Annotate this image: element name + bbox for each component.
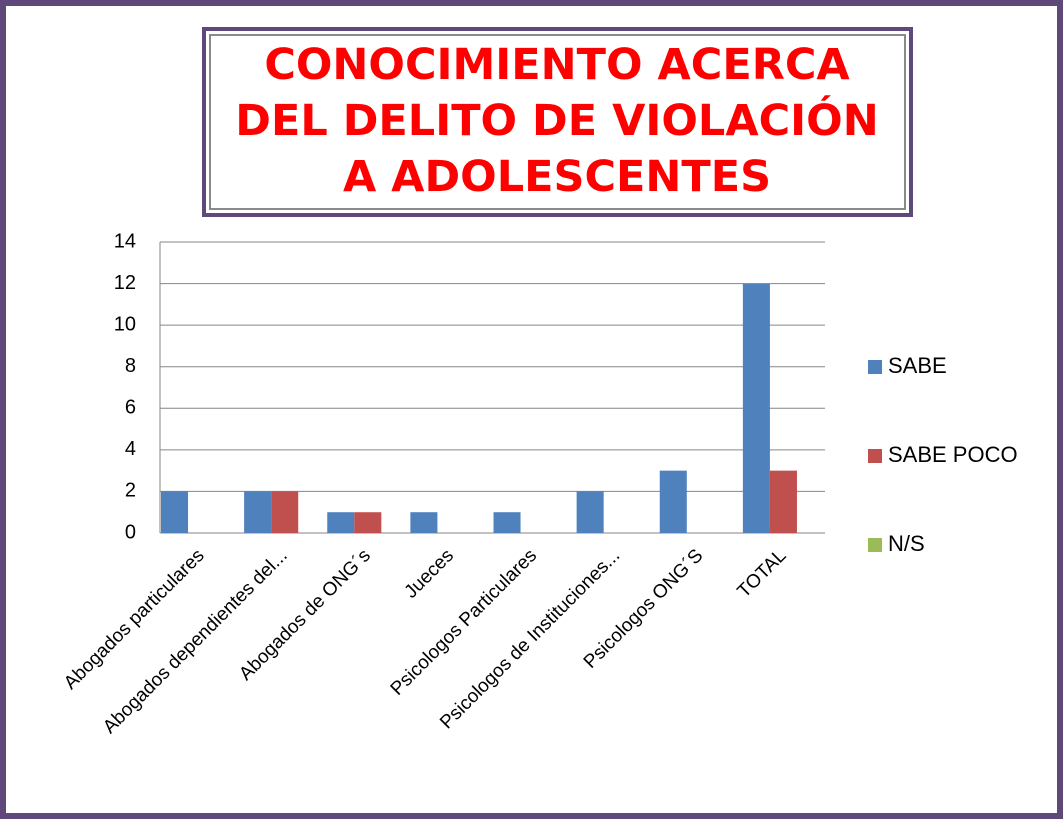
bar bbox=[327, 512, 355, 533]
x-tick-label: TOTAL bbox=[734, 545, 791, 602]
legend-swatch bbox=[868, 449, 882, 463]
legend-label: SABE bbox=[888, 353, 947, 378]
bar bbox=[659, 470, 687, 533]
y-tick-label: 8 bbox=[125, 355, 136, 377]
bar bbox=[354, 512, 382, 533]
title-box bbox=[202, 27, 913, 217]
y-tick-label: 2 bbox=[125, 480, 136, 502]
y-tick-label: 12 bbox=[114, 272, 136, 294]
bar bbox=[410, 512, 438, 533]
title-box-inner bbox=[209, 34, 906, 210]
x-tick-label: Abogados particulares bbox=[60, 545, 209, 694]
bar bbox=[742, 283, 770, 533]
x-tick-label: Jueces bbox=[401, 545, 458, 602]
x-tick-label: Psicologos de Instituciones... bbox=[436, 545, 624, 733]
y-tick-label: 6 bbox=[125, 397, 136, 419]
chart-title: CONOCIMIENTO ACERCA DEL DELITO DE VIOLAC… bbox=[235, 40, 879, 202]
x-tick-label: Psicologos Particulares bbox=[387, 545, 541, 699]
bar bbox=[576, 491, 604, 533]
bar bbox=[161, 491, 189, 533]
y-tick-label: 0 bbox=[125, 521, 136, 543]
bar bbox=[271, 491, 299, 533]
legend-label: SABE POCO bbox=[888, 442, 1018, 467]
legend-swatch bbox=[868, 538, 882, 552]
y-tick-label: 14 bbox=[114, 230, 136, 252]
bar bbox=[769, 470, 797, 533]
y-tick-label: 10 bbox=[114, 313, 136, 335]
bar bbox=[493, 512, 521, 533]
bar bbox=[244, 491, 272, 533]
legend-swatch bbox=[868, 360, 882, 374]
legend-label: N/S bbox=[888, 531, 925, 556]
y-tick-label: 4 bbox=[125, 438, 136, 460]
